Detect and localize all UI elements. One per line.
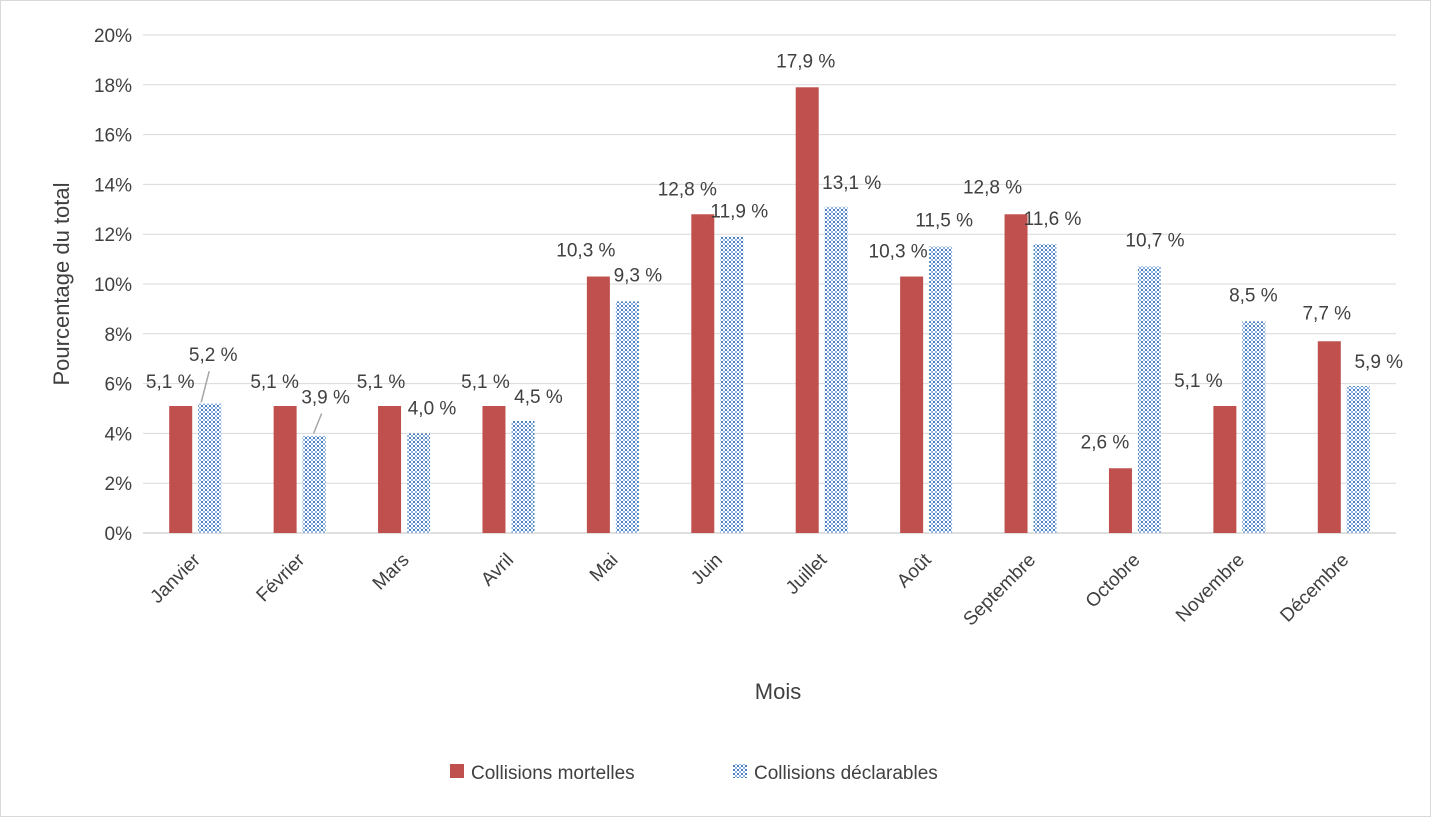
data-label-mortelles: 12,8 %: [963, 177, 1022, 198]
data-label-declarables: 4,0 %: [408, 398, 457, 419]
y-tick-label: 2%: [105, 474, 133, 495]
y-tick-label: 6%: [105, 375, 133, 396]
y-tick-label: 12%: [94, 225, 132, 246]
bar-declarables: [720, 236, 744, 533]
bar-mortelles: [586, 276, 610, 533]
y-tick-label: 18%: [94, 76, 132, 97]
bar-declarables: [1137, 266, 1161, 533]
y-tick-label: 20%: [94, 26, 132, 47]
y-axis-title: Pourcentage du total: [49, 182, 74, 385]
data-label-declarables: 9,3 %: [614, 265, 663, 286]
x-axis-title: Mois: [755, 679, 801, 704]
x-tick-label: Mars: [369, 550, 414, 595]
x-tick-label: Janvier: [147, 549, 206, 608]
data-label-mortelles: 7,7 %: [1302, 303, 1351, 324]
bar-declarables: [1033, 244, 1057, 533]
y-tick-label: 0%: [105, 524, 133, 545]
data-label-declarables: 11,9 %: [710, 202, 768, 223]
bar-mortelles: [1004, 214, 1028, 533]
data-label-declarables: 10,7 %: [1125, 231, 1184, 252]
x-tick-label: Avril: [477, 550, 518, 591]
y-tick-label: 8%: [105, 325, 133, 346]
bar-mortelles: [1108, 468, 1132, 533]
data-label-mortelles: 5,1 %: [357, 372, 406, 393]
leader-line: [312, 413, 323, 434]
y-tick-label: 16%: [94, 126, 132, 147]
bar-declarables: [407, 433, 431, 533]
bar-declarables: [1346, 386, 1370, 533]
bar-declarables: [929, 246, 953, 533]
data-label-mortelles: 10,3 %: [556, 241, 615, 262]
data-label-mortelles: 2,6 %: [1081, 432, 1130, 453]
x-tick-label: Août: [893, 549, 936, 592]
bars-layer: [169, 87, 1370, 533]
data-label-declarables: 3,9 %: [301, 388, 350, 409]
bar-mortelles: [169, 406, 193, 533]
bar-mortelles: [691, 214, 715, 533]
data-label-mortelles: 5,1 %: [146, 372, 195, 393]
data-label-declarables: 4,5 %: [514, 387, 563, 408]
data-label-declarables: 13,1 %: [822, 173, 881, 194]
bar-declarables: [302, 435, 326, 533]
bar-mortelles: [273, 406, 297, 533]
grid-layer: [143, 34, 1396, 534]
data-labels-layer: 5,1 %5,2 %5,1 %3,9 %5,1 %4,0 %5,1 %4,5 %…: [146, 51, 1403, 453]
legend: Collisions mortelles Collisions déclarab…: [450, 763, 938, 784]
bar-declarables: [615, 301, 639, 533]
legend-label-mortelles: Collisions mortelles: [471, 763, 635, 784]
x-tick-label: Mai: [586, 550, 623, 587]
bar-mortelles: [378, 406, 402, 533]
x-tick-label: Juillet: [782, 549, 832, 599]
bar-mortelles: [1213, 406, 1237, 533]
legend-swatch-declarables: [733, 764, 747, 778]
data-label-declarables: 5,2 %: [189, 345, 238, 366]
x-tick-label: Décembre: [1276, 550, 1353, 627]
legend-swatch-mortelles: [450, 764, 464, 778]
bar-declarables: [824, 206, 848, 533]
x-tick-label: Septembre: [960, 550, 1041, 631]
bar-declarables: [1242, 321, 1266, 533]
x-tick-label: Juin: [687, 550, 726, 589]
bar-mortelles: [482, 406, 506, 533]
data-label-mortelles: 17,9 %: [776, 51, 835, 72]
bar-mortelles: [795, 87, 819, 533]
y-tick-label: 10%: [94, 275, 132, 296]
bar-mortelles: [900, 276, 924, 533]
bar-declarables: [511, 420, 535, 533]
bar-mortelles: [1317, 341, 1341, 533]
leader-line: [200, 370, 210, 403]
x-tick-label: Février: [253, 549, 310, 606]
data-label-mortelles: 5,1 %: [250, 372, 299, 393]
x-tick-label: Novembre: [1172, 550, 1249, 627]
data-label-mortelles: 5,1 %: [1174, 371, 1223, 392]
data-label-mortelles: 5,1 %: [461, 372, 510, 393]
x-tick-label: Octobre: [1082, 550, 1145, 613]
legend-label-declarables: Collisions déclarables: [754, 763, 938, 784]
data-label-declarables: 5,9 %: [1354, 352, 1403, 373]
y-tick-label: 14%: [94, 175, 132, 196]
bar-declarables: [198, 403, 222, 533]
data-label-mortelles: 10,3 %: [869, 242, 928, 263]
data-label-declarables: 11,6 %: [1024, 209, 1082, 230]
data-label-declarables: 8,5 %: [1229, 285, 1278, 306]
data-label-mortelles: 12,8 %: [658, 179, 717, 200]
data-label-declarables: 11,5 %: [915, 211, 973, 232]
y-tick-label: 4%: [105, 424, 133, 445]
